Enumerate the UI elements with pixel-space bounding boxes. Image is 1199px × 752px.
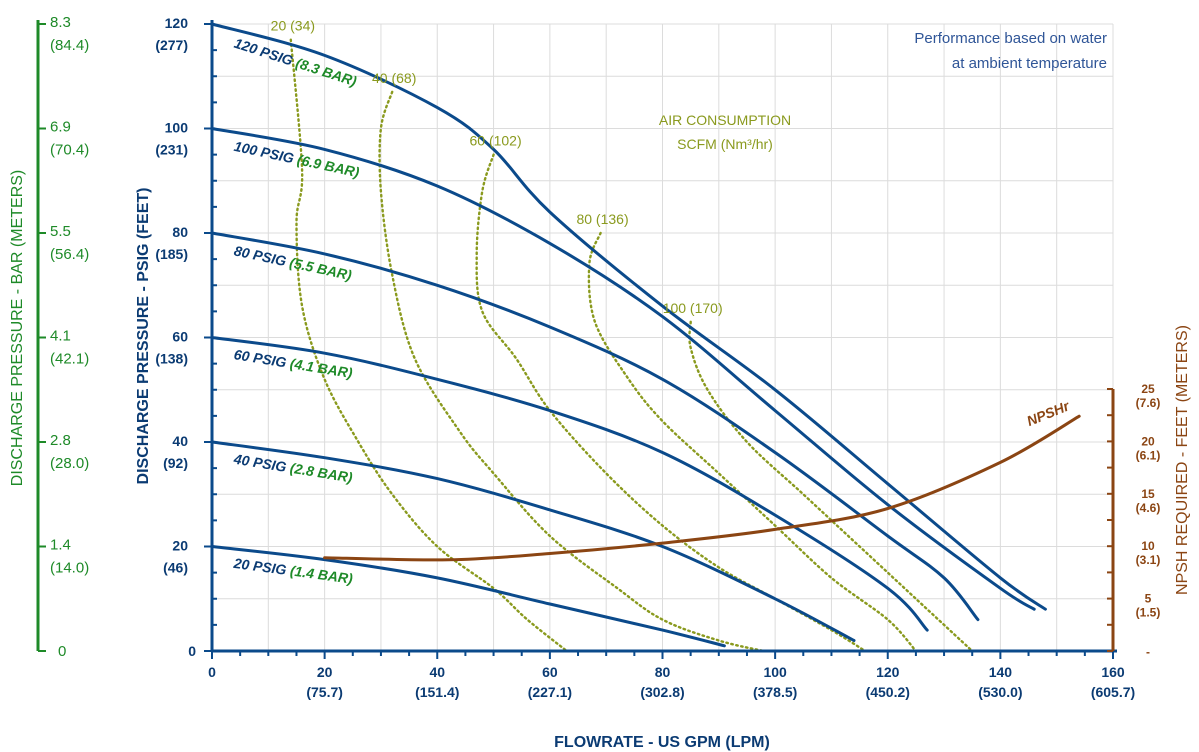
- y-tick-label: 0: [188, 643, 196, 659]
- x-tick-label: 20: [317, 664, 333, 680]
- npsh-tick-sublabel: (1.5): [1136, 606, 1161, 620]
- x-tick-sublabel: (151.4): [415, 684, 459, 700]
- bar-tick-label: 8.3: [50, 14, 71, 31]
- y-tick-sublabel: (231): [155, 142, 188, 158]
- bar-tick-label: 6.9: [50, 119, 71, 136]
- x-tick-sublabel: (450.2): [866, 684, 910, 700]
- y-tick-label: 60: [172, 329, 188, 345]
- pressure-curve-label: 60 PSIG (4.1 BAR): [233, 346, 354, 381]
- air-consumption-line: [378, 90, 766, 653]
- x-tick-sublabel: (227.1): [528, 684, 572, 700]
- npsh-tick-label: 15: [1141, 487, 1155, 501]
- npsh-tick-label: 20: [1141, 434, 1155, 448]
- y-axis-title-bar: DISCHARGE PRESSURE - BAR (METERS): [9, 170, 26, 486]
- y-tick-label: 120: [165, 15, 189, 31]
- bar-tick-sublabel: (14.0): [50, 560, 89, 577]
- pressure-curve: [210, 22, 1047, 611]
- x-tick-label: 40: [429, 664, 445, 680]
- note-line2: at ambient temperature: [952, 55, 1107, 72]
- air-consumption-line: [475, 153, 867, 653]
- pressure-curve: [210, 336, 929, 632]
- x-tick-sublabel: (302.8): [640, 684, 684, 700]
- x-tick-sublabel: (378.5): [753, 684, 797, 700]
- y-tick-label: 20: [172, 538, 188, 554]
- bar-tick-sublabel: (42.1): [50, 351, 89, 368]
- x-tick-sublabel: (530.0): [978, 684, 1022, 700]
- x-tick-sublabel: (75.7): [306, 684, 343, 700]
- y-axis-title-left: DISCHARGE PRESSURE - PSIG (FEET): [135, 188, 152, 485]
- npsh-tick-label: 5: [1145, 592, 1152, 606]
- note-line1: Performance based on water: [914, 30, 1107, 47]
- x-tick-label: 60: [542, 664, 558, 680]
- bar-tick-label: 2.8: [50, 432, 71, 449]
- y-tick-label: 40: [172, 433, 188, 449]
- x-tick-sublabel: (605.7): [1091, 684, 1135, 700]
- y-tick-sublabel: (46): [163, 560, 188, 576]
- y-tick-sublabel: (277): [155, 37, 188, 53]
- air-consumption-label: 60 (102): [469, 133, 521, 149]
- axes: [36, 20, 1117, 659]
- air-title-line2: SCFM (Nm³/hr): [677, 136, 773, 152]
- y-tick-sublabel: (138): [155, 351, 188, 367]
- npsh-tick-label: -: [1146, 645, 1150, 659]
- x-tick-label: 160: [1101, 664, 1125, 680]
- air-consumption-label: 40 (68): [372, 70, 416, 86]
- y-axis-title-npsh: NPSH REQUIRED - FEET (METERS): [1174, 325, 1191, 595]
- air-consumption-label: 20 (34): [271, 18, 315, 34]
- pressure-curve: [210, 545, 726, 648]
- npsh-tick-label: 10: [1141, 539, 1155, 553]
- npsh-tick-sublabel: (3.1): [1136, 553, 1161, 567]
- y-tick-label: 80: [172, 224, 188, 240]
- bar-tick-label: 4.1: [50, 328, 71, 345]
- air-consumption-label: 100 (170): [663, 300, 723, 316]
- npsh-tick-sublabel: (4.6): [1136, 501, 1161, 515]
- bar-tick-label: 0: [58, 643, 66, 660]
- bar-tick-label: 1.4: [50, 537, 71, 554]
- npsh-curve: [323, 414, 1081, 562]
- x-tick-label: 0: [208, 664, 216, 680]
- bar-tick-sublabel: (56.4): [50, 246, 89, 263]
- pressure-curve: [210, 440, 856, 642]
- y-tick-sublabel: (92): [163, 455, 188, 471]
- pressure-curve-label: 20 PSIG (1.4 BAR): [232, 555, 354, 587]
- bar-tick-label: 5.5: [50, 223, 71, 240]
- npsh-tick-sublabel: (6.1): [1136, 448, 1161, 462]
- x-tick-label: 140: [989, 664, 1013, 680]
- bar-tick-sublabel: (84.4): [50, 37, 89, 54]
- pressure-curves: [210, 22, 1081, 648]
- chart-labels: 0 20(75.7)40(151.4)60(227.1)80(302.8)100(…: [50, 14, 1160, 700]
- air-consumption-label: 80 (136): [576, 211, 628, 227]
- pressure-curve-label: 40 PSIG (2.8 BAR): [232, 451, 354, 486]
- y-tick-label: 100: [165, 120, 189, 136]
- x-axis-title: FLOWRATE - US GPM (LPM): [554, 734, 770, 751]
- npsh-tick-label: 25: [1141, 382, 1155, 396]
- pressure-curve: [210, 231, 980, 622]
- bar-tick-sublabel: (70.4): [50, 142, 89, 159]
- bar-tick-sublabel: (28.0): [50, 455, 89, 472]
- x-tick-label: 100: [763, 664, 787, 680]
- pressure-curve: [210, 127, 1036, 611]
- x-tick-label: 80: [655, 664, 671, 680]
- x-tick-label: 120: [876, 664, 900, 680]
- air-consumption-line: [587, 231, 918, 653]
- air-consumption-line: [688, 320, 974, 653]
- y-tick-sublabel: (185): [155, 246, 188, 262]
- air-title-line1: AIR CONSUMPTION: [659, 112, 791, 128]
- npsh-tick-sublabel: (7.6): [1136, 396, 1161, 410]
